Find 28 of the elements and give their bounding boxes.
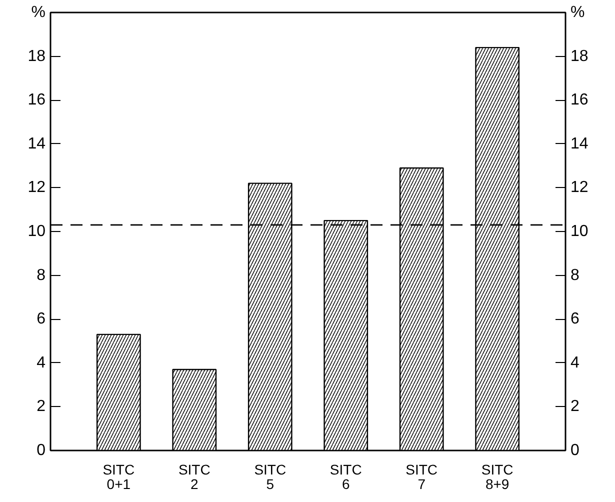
y2-tick-label: 16 [570,92,588,109]
y2-tick-label: % [570,4,585,21]
y2-tick-label: 10 [570,223,588,240]
y2-tick-label: 6 [570,310,580,328]
x-tick-label: SITC 0+1 [102,462,135,492]
y-tick-label: 4 [36,354,46,372]
x-tick-label: SITC 7 [406,462,438,492]
x-tick-label: SITC 8+9 [481,462,514,492]
y2-tick-label: 18 [570,48,588,65]
y2-tick-label: 2 [570,398,580,416]
y2-tick-label: 14 [570,135,588,152]
y-tick-label: 12 [28,179,46,196]
y-tick-label: 6 [36,310,46,328]
y2-tick-label: 0 [570,442,580,459]
y-tick-label: 8 [36,266,46,284]
y-tick-label: 16 [28,92,46,109]
x-tick-label: SITC 2 [178,462,210,492]
y-tick-label: 2 [36,398,46,416]
y-tick-label: 10 [28,223,46,240]
y2-tick-label: 12 [570,179,588,196]
x-tick-label: SITC 6 [330,462,362,492]
y2-tick-label: 4 [570,354,580,372]
y-tick-label: % [31,4,46,21]
y-tick-label: 14 [28,135,46,152]
y2-tick-label: 8 [570,266,580,284]
y-tick-label: 0 [36,442,46,459]
y-tick-label: 18 [28,48,46,65]
x-tick-label: SITC 5 [254,462,286,492]
